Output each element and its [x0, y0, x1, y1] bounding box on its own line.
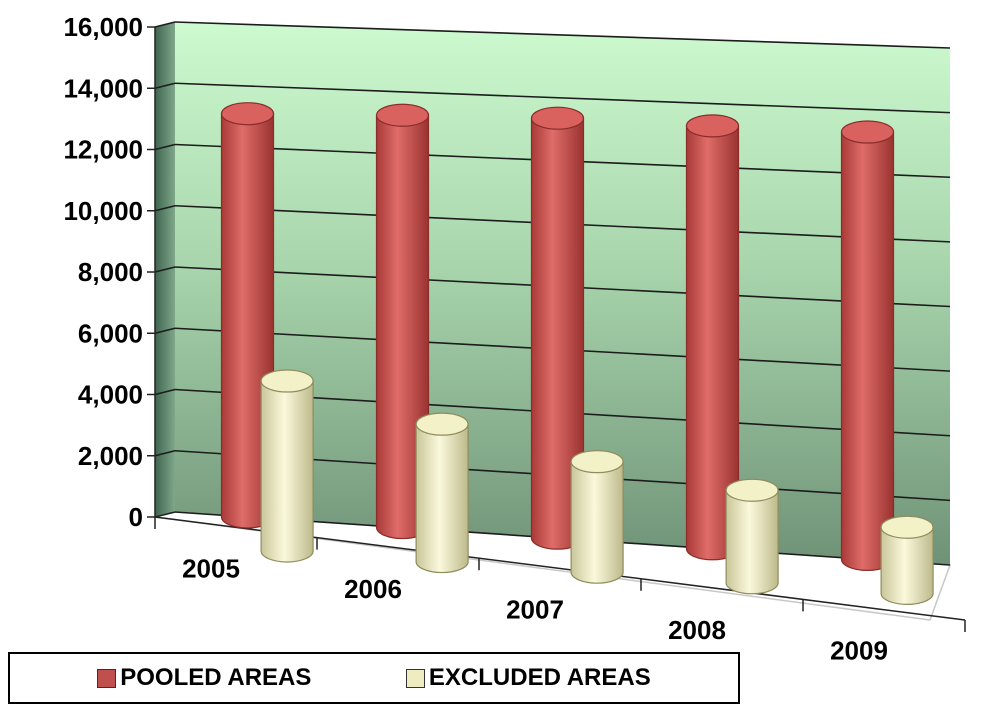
bar-excluded-areas [415, 412, 469, 574]
cylinder-top [685, 114, 740, 138]
gridline-side [154, 388, 176, 396]
gridline-side [154, 450, 176, 457]
y-tick-label: 4,000 [78, 380, 143, 410]
y-tick-label: 6,000 [78, 318, 143, 348]
cylinder-body [725, 489, 779, 595]
x-axis-labels: 2005 2006 2007 2008 2009 [182, 553, 888, 665]
legend: POOLED AREAS EXCLUDED AREAS [8, 652, 740, 704]
x-tick-label: 2008 [668, 615, 726, 645]
cylinder-top [375, 103, 430, 127]
gridline-side [154, 327, 176, 334]
gridline-side [154, 205, 176, 212]
legend-swatch-pooled [97, 668, 117, 688]
x-tick-label: 2007 [506, 595, 564, 625]
y-tick-label: 2,000 [78, 441, 143, 471]
y-tick-label: 12,000 [63, 135, 143, 165]
cylinder-top [260, 369, 314, 393]
y-tick-label: 10,000 [63, 196, 143, 226]
gridline [174, 82, 951, 114]
gridline [174, 21, 951, 49]
x-tick-label: 2006 [344, 574, 402, 604]
cylinder-body [880, 526, 934, 605]
cylinder-top [880, 515, 934, 539]
legend-item-excluded: EXCLUDED AREAS [405, 664, 651, 692]
gridline-side [154, 511, 176, 518]
cylinder-body [570, 461, 624, 584]
legend-swatch-excluded [405, 668, 425, 688]
legend-label-pooled: POOLED AREAS [120, 664, 312, 691]
gridline-side [154, 266, 176, 273]
cylinder-body [260, 380, 314, 563]
cylinder-top [570, 450, 624, 474]
legend-label-excluded: EXCLUDED AREAS [428, 664, 651, 691]
gridline-side [154, 21, 176, 28]
x-tick-label: 2005 [182, 553, 240, 583]
y-tick-label: 0 [129, 502, 143, 532]
bar-pooled-areas [530, 106, 585, 550]
bar-excluded-areas [725, 478, 779, 595]
bar-excluded-areas [880, 515, 934, 605]
legend-item-pooled: POOLED AREAS [97, 664, 311, 692]
cylinder-top [840, 120, 895, 144]
bars [220, 102, 934, 605]
gridline-side [154, 143, 176, 151]
y-tick-label: 8,000 [78, 257, 143, 287]
bar-pooled-areas [685, 114, 740, 561]
y-axis-ticks: 0 2,000 4,000 6,000 8,000 10,000 12,000 14,000 1… [63, 12, 155, 532]
cylinder-top [220, 102, 275, 126]
cylinder-top [415, 412, 469, 436]
y-tick-label: 16,000 [63, 12, 143, 42]
cylinder-top [725, 478, 779, 502]
cylinder-top [530, 106, 585, 130]
bar-pooled-areas [840, 120, 895, 571]
gridline-side [154, 82, 176, 89]
bar-excluded-areas [260, 369, 314, 563]
cylinder-body [415, 423, 469, 574]
cylinder-body [840, 131, 895, 571]
x-tick-label: 2009 [830, 636, 888, 666]
y-tick-label: 14,000 [63, 73, 143, 103]
bar-excluded-areas [570, 450, 624, 584]
